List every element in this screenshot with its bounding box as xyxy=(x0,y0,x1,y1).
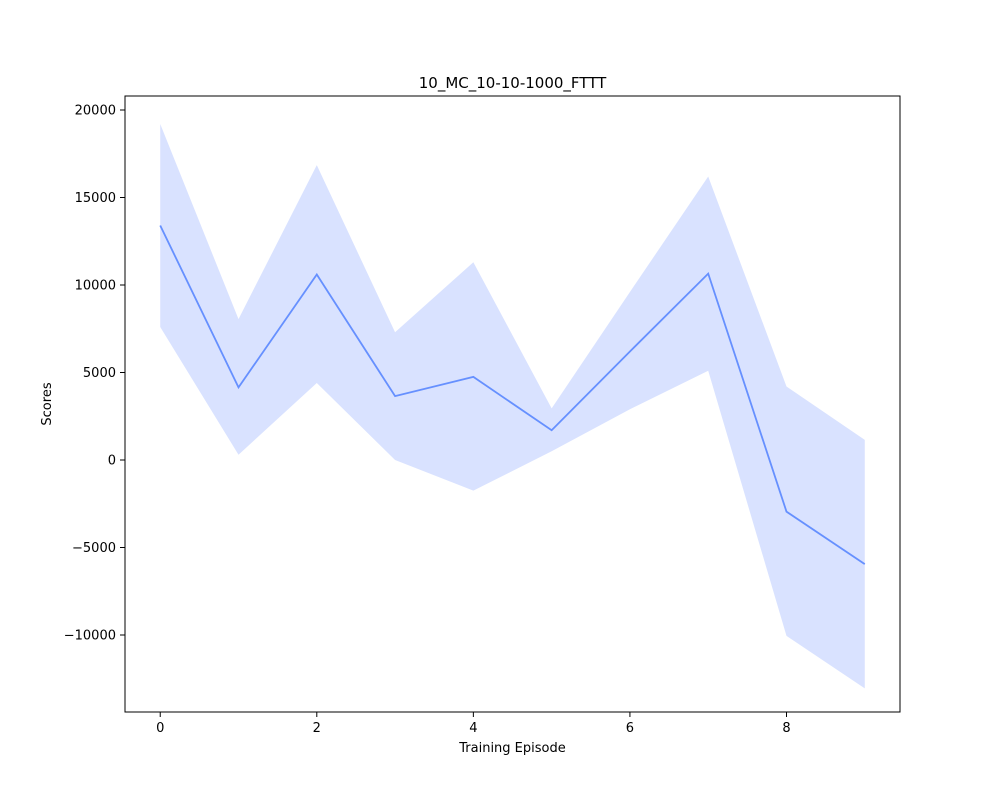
x-tick-label: 0 xyxy=(156,721,164,736)
x-tick-label: 6 xyxy=(626,721,634,736)
y-tick-label: −5000 xyxy=(72,541,116,556)
series-line xyxy=(159,225,866,565)
confidence-bands xyxy=(160,124,865,689)
y-axis-label: Scores xyxy=(40,382,55,425)
series-lines xyxy=(159,225,866,565)
x-axis-label: Training Episode xyxy=(458,741,565,756)
y-tick-label: 10000 xyxy=(75,279,116,294)
confidence-band xyxy=(160,124,865,689)
plot-frame xyxy=(124,95,901,713)
x-tick-label: 2 xyxy=(313,721,321,736)
y-axis-ticks: −10000 −5000 0 5000 10000 15000 20000 xyxy=(64,104,125,644)
x-tick-label: 8 xyxy=(782,721,790,736)
x-axis-ticks: 0 2 4 6 8 xyxy=(156,712,791,736)
x-tick-label: 4 xyxy=(469,721,477,736)
y-tick-label: −10000 xyxy=(64,629,116,644)
y-tick-label: 20000 xyxy=(75,104,116,119)
y-tick-label: 15000 xyxy=(75,191,116,206)
chart-title: 10_MC_10-10-1000_FTTT xyxy=(419,74,607,93)
y-tick-label: 0 xyxy=(108,454,116,469)
y-tick-label: 5000 xyxy=(83,366,116,381)
